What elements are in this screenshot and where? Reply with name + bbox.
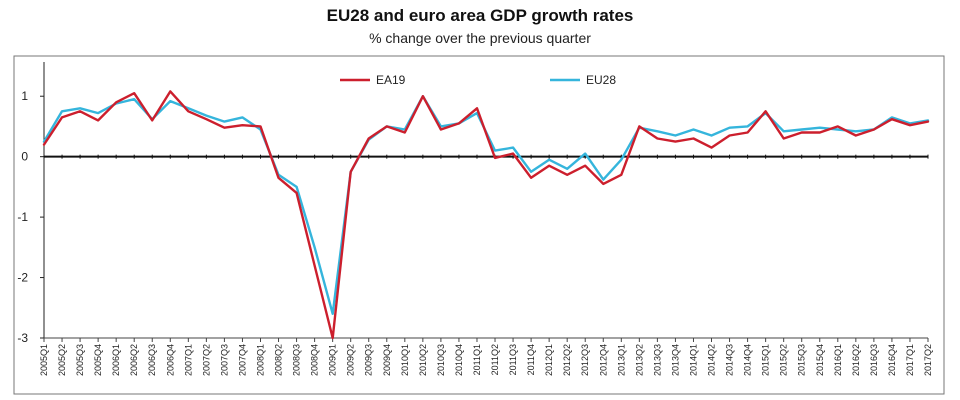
x-tick-label: 2016Q1	[833, 344, 843, 376]
x-tick-label: 2010Q3	[436, 344, 446, 376]
x-tick-label: 2011Q1	[472, 344, 482, 375]
x-tick-label: 2006Q4	[165, 344, 175, 376]
x-tick-label: 2015Q1	[761, 344, 771, 376]
x-tick-label: 2015Q4	[815, 344, 825, 376]
x-axis: 2005Q1 2005Q2 2005Q3 2005Q4 2006Q1 2006Q2 2006…	[39, 154, 933, 376]
x-tick-label: 2012Q3	[580, 344, 590, 376]
x-tick-label: 2010Q1	[400, 344, 410, 376]
x-tick-label: 2005Q4	[93, 344, 103, 376]
x-tick-label: 2013Q1	[616, 344, 626, 376]
x-tick-label: 2007Q2	[201, 344, 211, 376]
x-tick-label: 2010Q4	[454, 344, 464, 376]
x-tick-label: 2014Q3	[725, 344, 735, 376]
chart-title: EU28 and euro area GDP growth rates	[326, 6, 634, 25]
x-tick-label: 2013Q4	[670, 344, 680, 376]
x-tick-label: 2006Q3	[147, 344, 157, 376]
x-tick-label: 2015Q2	[779, 344, 789, 376]
x-tick-label: 2013Q2	[634, 344, 644, 376]
legend: EA19 EU28	[340, 73, 616, 87]
x-tick-label: 2014Q1	[688, 344, 698, 376]
x-tick-label: 2009Q1	[328, 344, 338, 376]
y-tick-label: -1	[17, 210, 28, 224]
x-tick-label: 2005Q1	[39, 344, 49, 376]
x-tick-label: 2008Q2	[274, 344, 284, 376]
y-tick-label: 1	[21, 89, 28, 103]
x-tick-label: 2006Q2	[129, 344, 139, 376]
y-tick-label: -3	[17, 331, 28, 345]
x-tick-label: 2012Q2	[562, 344, 572, 376]
x-tick-label: 2017Q1	[905, 344, 915, 376]
x-tick-label: 2007Q4	[237, 344, 247, 376]
x-tick-label: 2009Q3	[364, 344, 374, 376]
x-tick-label: 2014Q4	[743, 344, 753, 376]
x-tick-label: 2008Q3	[292, 344, 302, 376]
x-tick-label: 2010Q2	[418, 344, 428, 376]
x-tick-label: 2008Q1	[255, 344, 265, 376]
x-tick-label: 2007Q3	[219, 344, 229, 376]
legend-label-eu28: EU28	[586, 73, 616, 87]
x-tick-label: 2005Q2	[57, 344, 67, 376]
y-tick-label: -2	[17, 271, 28, 285]
x-tick-label: 2013Q3	[652, 344, 662, 376]
x-tick-label: 2006Q1	[111, 344, 121, 376]
x-tick-label: 2012Q4	[598, 344, 608, 376]
series-lines	[42, 90, 930, 340]
x-tick-label: 2016Q4	[887, 344, 897, 376]
x-tick-label: 2017Q2	[923, 344, 933, 376]
y-axis: 1 0 -1 -2 -3	[17, 62, 45, 345]
chart-subtitle: % change over the previous quarter	[369, 30, 591, 46]
x-tick-label: 2007Q1	[183, 344, 193, 376]
x-tick-label: 2016Q2	[851, 344, 861, 376]
x-tick-label: 2011Q2	[490, 344, 500, 375]
x-tick-label: 2008Q4	[310, 344, 320, 376]
x-tick-label: 2011Q4	[526, 344, 536, 375]
y-tick-label: 0	[21, 150, 28, 164]
x-tick-label: 2016Q3	[869, 344, 879, 376]
x-tick-label: 2009Q4	[382, 344, 392, 376]
legend-label-ea19: EA19	[376, 73, 406, 87]
x-tick-label: 2015Q3	[797, 344, 807, 376]
x-tick-label: 2005Q3	[75, 344, 85, 376]
chart-frame	[13, 55, 945, 395]
x-tick-label: 2009Q2	[346, 344, 356, 376]
x-tick-label: 2012Q1	[544, 344, 554, 376]
x-tick-label: 2014Q2	[707, 344, 717, 376]
series-line-ea19	[42, 90, 930, 340]
x-tick-label: 2011Q3	[508, 344, 518, 375]
